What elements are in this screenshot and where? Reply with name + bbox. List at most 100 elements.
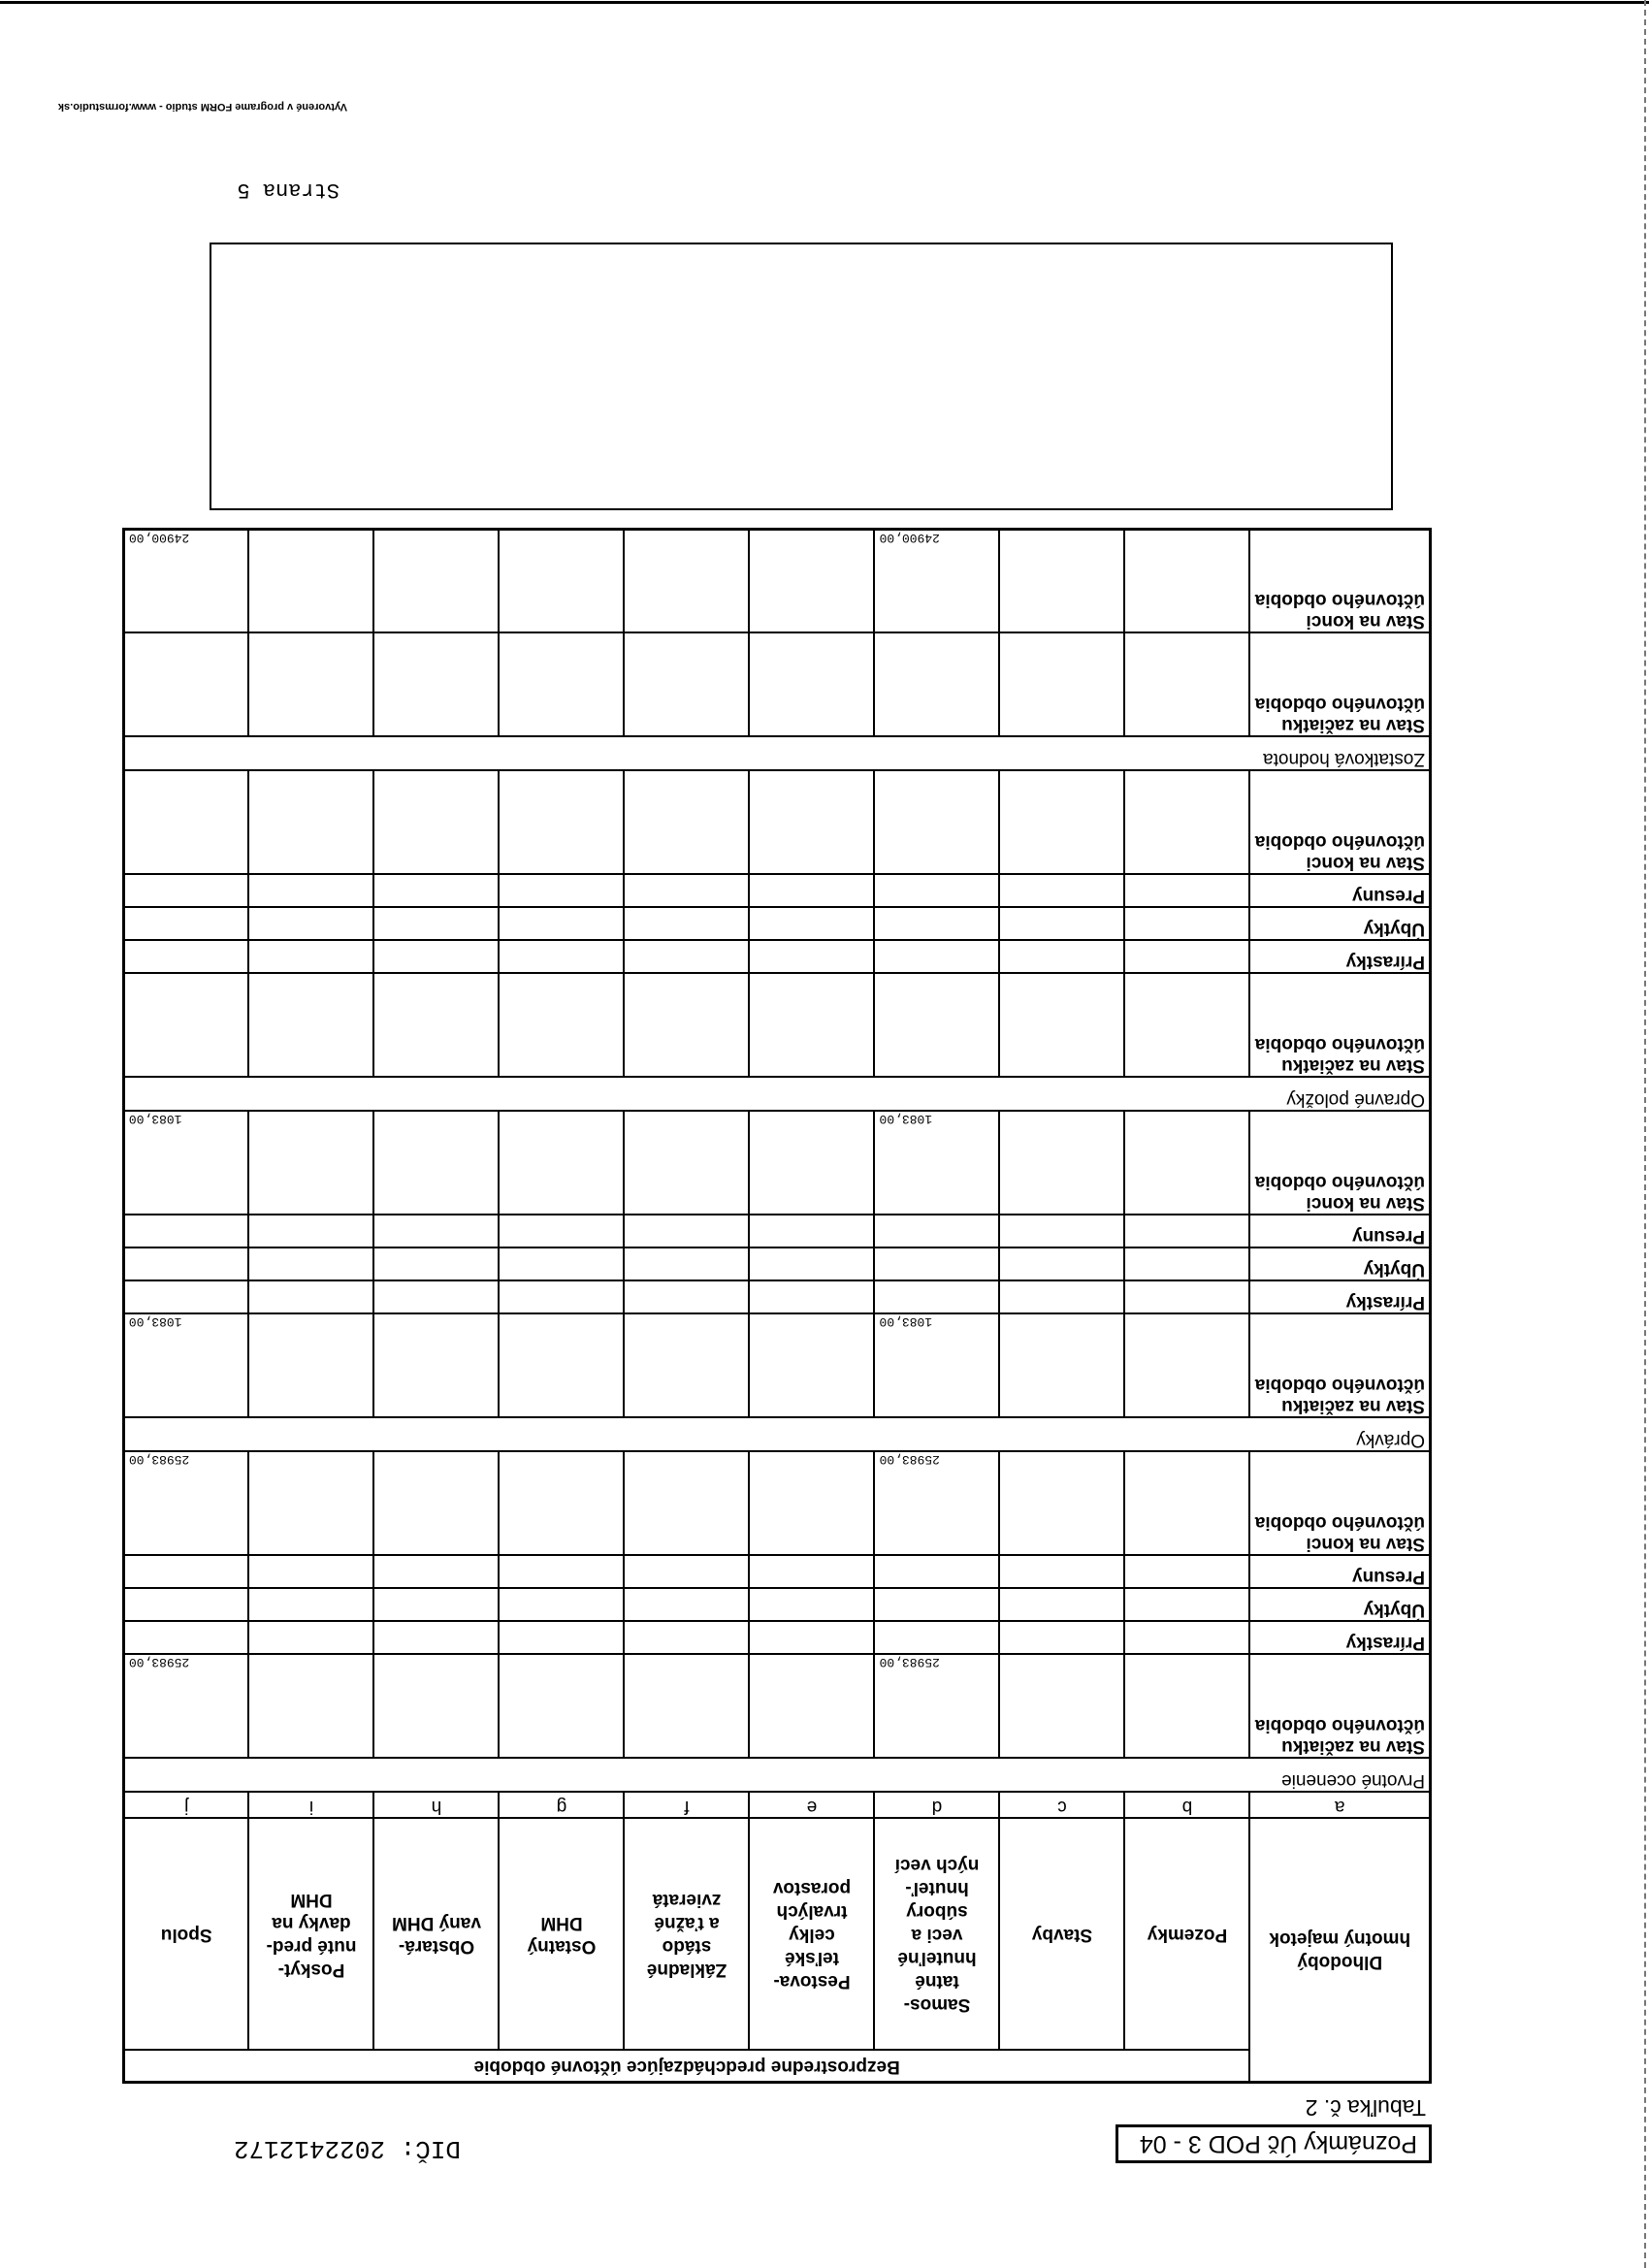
value-cell-i xyxy=(248,874,374,908)
table-row: Stav na konci účtovného obdobia 24900,00 2… xyxy=(123,529,1431,633)
row-label: Stav na začiatku účtovného obdobia xyxy=(1249,1313,1431,1418)
row-label: Stav na konci účtovného obdobia xyxy=(1249,1111,1431,1215)
value-cell-e xyxy=(749,1621,875,1655)
value-cell-d xyxy=(874,874,1000,908)
column-letter: g xyxy=(499,1792,625,1819)
value-cell-b xyxy=(1124,770,1250,875)
value-cell-j xyxy=(123,1280,249,1314)
value-cell-c xyxy=(999,1280,1125,1314)
column-header-b: Pozemky xyxy=(1124,1818,1250,2051)
value-cell-h xyxy=(373,874,500,908)
value-cell-h xyxy=(373,632,500,737)
column-letter: c xyxy=(999,1792,1125,1819)
value-cell-j xyxy=(123,1588,249,1622)
value-cell-g xyxy=(499,1621,625,1655)
value-cell-h xyxy=(373,1280,500,1314)
value-cell-i xyxy=(248,1654,374,1759)
value-cell-i xyxy=(248,1111,374,1215)
row-label: Stav na začiatku účtovného obdobia xyxy=(1249,1654,1431,1759)
value-cell-e xyxy=(749,1654,875,1759)
value-cell-f xyxy=(624,1111,750,1215)
value-cell-e xyxy=(749,973,875,1078)
value-cell-d xyxy=(874,1588,1000,1622)
value-cell-d: 1083,00 xyxy=(874,1313,1000,1418)
value-cell-g xyxy=(499,1588,625,1622)
value-cell-f xyxy=(624,1313,750,1418)
value-cell-g xyxy=(499,770,625,875)
value-cell-g xyxy=(499,1555,625,1589)
table-body: Dlhodobý hmotný majetok Bezprostredne pr… xyxy=(123,529,1431,2083)
row-label: Stav na začiatku účtovného obdobia xyxy=(1249,632,1431,737)
value-cell-i xyxy=(248,770,374,875)
table-row: Stav na konci účtovného obdobia xyxy=(123,770,1431,875)
value-cell-j xyxy=(123,973,249,1078)
value-cell-h xyxy=(373,940,500,974)
value-cell-i xyxy=(248,1588,374,1622)
row-label: Presuny xyxy=(1249,874,1431,908)
value-cell-h xyxy=(373,1111,500,1215)
value-cell-c xyxy=(999,529,1125,633)
scan-edge-dash xyxy=(1644,0,1646,2268)
value-cell-d xyxy=(874,1621,1000,1655)
value-cell-d xyxy=(874,632,1000,737)
value-cell-h xyxy=(373,529,500,633)
table-row: Presuny xyxy=(123,1555,1431,1589)
value-cell-j: 1083,00 xyxy=(123,1313,249,1418)
value-cell-j xyxy=(123,770,249,875)
value-cell-c xyxy=(999,1555,1125,1589)
value-cell-c xyxy=(999,1313,1125,1418)
value-cell-c xyxy=(999,770,1125,875)
value-cell-b xyxy=(1124,632,1250,737)
value-cell-h xyxy=(373,1555,500,1589)
scan-edge-line xyxy=(0,1,1649,4)
value-cell-i xyxy=(248,1555,374,1589)
value-cell-f xyxy=(624,1280,750,1314)
section-row: Zostatková hodnota xyxy=(123,736,1431,771)
value-cell-e xyxy=(749,1280,875,1314)
value-cell-e xyxy=(749,874,875,908)
value-cell-e xyxy=(749,529,875,633)
value-cell-h xyxy=(373,1451,500,1556)
value-cell-d xyxy=(874,770,1000,875)
value-cell-i xyxy=(248,529,374,633)
value-cell-c xyxy=(999,1588,1125,1622)
value-cell-d: 25983,00 xyxy=(874,1654,1000,1759)
row-label: Stav na konci účtovného obdobia xyxy=(1249,529,1431,633)
value-cell-c xyxy=(999,1621,1125,1655)
value-cell-g xyxy=(499,1280,625,1314)
value-cell-d xyxy=(874,907,1000,941)
value-cell-f xyxy=(624,632,750,737)
table-row: Stav na začiatku účtovného obdobia xyxy=(123,632,1431,737)
section-title: Oprávky xyxy=(123,1417,1431,1452)
value-cell-g xyxy=(499,632,625,737)
value-cell-c xyxy=(999,632,1125,737)
value-cell-d: 25983,00 xyxy=(874,1451,1000,1556)
column-header-d: Samos- tatné hnuteľné veci a súbory hnut… xyxy=(874,1818,1000,2051)
value-cell-g xyxy=(499,1451,625,1556)
table-row: Stav na konci účtovného obdobia 1083,00 10… xyxy=(123,1111,1431,1215)
value-cell-e xyxy=(749,632,875,737)
row-label: Úbytky xyxy=(1249,907,1431,941)
value-cell-h xyxy=(373,1247,500,1281)
value-cell-e xyxy=(749,907,875,941)
column-header-a: Dlhodobý hmotný majetok xyxy=(1249,1818,1431,2083)
table-row: Úbytky xyxy=(123,907,1431,941)
period-header-row: Dlhodobý hmotný majetok Bezprostredne pr… xyxy=(123,1818,1431,2083)
value-cell-j xyxy=(123,1247,249,1281)
value-cell-d xyxy=(874,1555,1000,1589)
value-cell-j xyxy=(123,1215,249,1248)
page-number: Strana 5 xyxy=(237,178,340,202)
row-label: Stav na konci účtovného obdobia xyxy=(1249,1451,1431,1556)
table-row: Presuny xyxy=(123,1215,1431,1248)
row-label: Prírastky xyxy=(1249,1280,1431,1314)
period-header: Bezprostredne predchádzajúce účtovné obd… xyxy=(123,2050,1250,2083)
value-cell-h xyxy=(373,973,500,1078)
column-letter: a xyxy=(1249,1792,1431,1819)
value-cell-c xyxy=(999,907,1125,941)
value-cell-j xyxy=(123,874,249,908)
value-cell-i xyxy=(248,1247,374,1281)
column-header-h: Obstará- vaný DHM xyxy=(373,1818,500,2051)
value-cell-i xyxy=(248,973,374,1078)
value-cell-d xyxy=(874,1280,1000,1314)
